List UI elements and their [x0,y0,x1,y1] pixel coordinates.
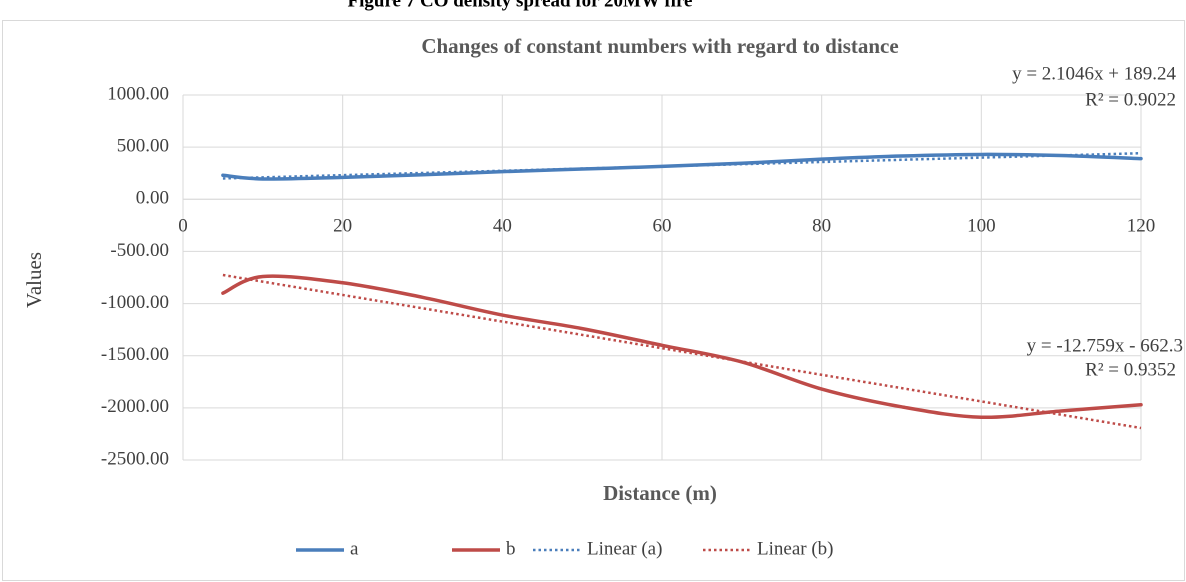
trend-equation: R² = 0.9022 [1085,89,1176,110]
chart-title: Changes of constant numbers with regard … [421,34,898,58]
x-tick-label: 120 [1127,216,1156,237]
y-tick-label: -500.00 [110,240,169,261]
trend-equation: y = -12.759x - 662.3 [1027,335,1183,356]
legend-label: Linear (a) [587,538,662,559]
series-line [221,274,1143,420]
legend-label: Linear (b) [757,538,833,559]
x-tick-label: 80 [812,216,831,237]
y-tick-label: -2000.00 [101,396,169,417]
legend-label: b [506,538,516,559]
y-tick-label: 0.00 [136,188,169,209]
y-axis-title: Values [22,252,46,308]
y-tick-label: 1000.00 [107,83,169,104]
trend-line [222,273,1142,430]
trend-equation: y = 2.1046x + 189.24 [1012,63,1176,84]
x-tick-label: 40 [493,216,512,237]
series-line [221,152,1143,181]
y-tick-label: -1000.00 [101,292,169,313]
x-axis-title: Distance (m) [603,481,717,505]
x-tick-label: 100 [967,216,996,237]
y-tick-label: -2500.00 [101,448,169,469]
y-tick-label: 500.00 [117,136,169,157]
legend-label: a [350,538,359,559]
x-tick-label: 20 [333,216,352,237]
x-tick-label: 60 [653,216,672,237]
trend-line [222,151,1142,180]
x-tick-label: 0 [178,216,188,237]
y-tick-label: -1500.00 [101,344,169,365]
trend-equation: R² = 0.9352 [1085,359,1176,380]
chart-frame [2,20,1185,581]
caption: Figure 7 CO density spread for 20MW fire [348,0,693,11]
